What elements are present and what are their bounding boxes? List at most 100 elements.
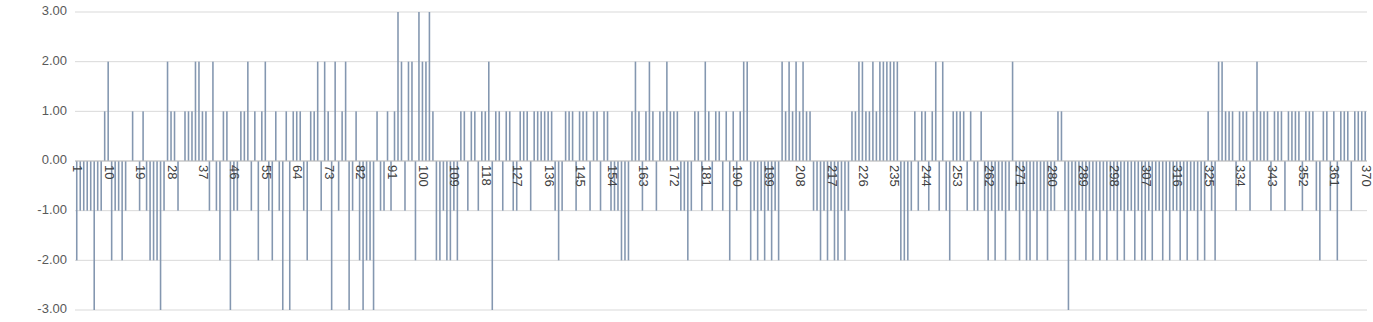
- bar: [1246, 111, 1248, 161]
- x-tick-label: 343: [1265, 165, 1280, 187]
- x-axis: [75, 161, 1367, 162]
- bar: [282, 161, 284, 310]
- x-tick-label: 271: [1013, 165, 1028, 187]
- bar: [970, 111, 972, 161]
- bar: [848, 161, 850, 211]
- bar: [1253, 111, 1255, 161]
- bar: [799, 111, 801, 161]
- bar: [485, 111, 487, 161]
- bar: [251, 161, 253, 211]
- bar: [334, 62, 336, 161]
- bar: [310, 111, 312, 161]
- bar: [380, 161, 382, 211]
- bar: [942, 62, 944, 161]
- bar: [533, 111, 535, 161]
- bar: [1361, 111, 1363, 161]
- bar: [1284, 161, 1286, 211]
- bar: [1162, 161, 1164, 260]
- bar: [292, 111, 294, 161]
- bar: [530, 161, 532, 211]
- y-tick-label: 3.00: [42, 3, 67, 18]
- bar: [505, 111, 507, 161]
- bar: [1323, 111, 1325, 161]
- bar: [275, 111, 277, 161]
- bar: [649, 62, 651, 161]
- bar: [1190, 161, 1192, 211]
- bar: [348, 161, 350, 310]
- bar: [132, 111, 134, 161]
- bar: [156, 161, 158, 260]
- bar: [495, 111, 497, 161]
- bar: [327, 111, 329, 161]
- bar: [306, 161, 308, 260]
- y-tick-label: -1.00: [37, 202, 67, 217]
- bar: [471, 111, 473, 161]
- bar: [1071, 161, 1073, 211]
- bar: [708, 111, 710, 161]
- chart: -3.00-2.00-1.000.001.002.003.00110192837…: [0, 0, 1373, 322]
- bar: [1340, 111, 1342, 161]
- bar: [509, 111, 511, 161]
- bar: [1131, 161, 1133, 211]
- bar: [865, 111, 867, 161]
- bar: [572, 111, 574, 161]
- bar: [739, 111, 741, 161]
- bar: [980, 111, 982, 161]
- bar: [464, 111, 466, 161]
- bar: [670, 111, 672, 161]
- bar: [1103, 161, 1105, 211]
- y-tick-label: 1.00: [42, 103, 67, 118]
- bar: [76, 161, 78, 260]
- bar: [624, 161, 626, 260]
- x-tick-label: 64: [290, 165, 305, 179]
- x-tick-label: 352: [1296, 165, 1311, 187]
- grid-line: [75, 61, 1367, 62]
- bars: [76, 12, 1366, 310]
- bar: [1260, 111, 1262, 161]
- bar: [439, 161, 441, 260]
- bar: [90, 161, 92, 211]
- bar: [809, 111, 811, 161]
- bar: [1267, 111, 1269, 161]
- bar: [198, 62, 200, 161]
- x-tick-label: 190: [730, 165, 745, 187]
- bar: [184, 111, 186, 161]
- bar: [1277, 111, 1279, 161]
- bar: [1263, 111, 1265, 161]
- bar: [705, 62, 707, 161]
- x-tick-label: 199: [762, 165, 777, 187]
- bar: [1012, 62, 1014, 161]
- bar: [125, 161, 127, 211]
- bar: [1242, 111, 1244, 161]
- bar: [1033, 161, 1035, 211]
- bar: [966, 161, 968, 211]
- bar: [579, 111, 581, 161]
- bar: [778, 161, 780, 260]
- x-tick-label: 181: [699, 165, 714, 187]
- x-tick-label: 217: [825, 165, 840, 187]
- bar: [93, 161, 95, 310]
- bar: [952, 111, 954, 161]
- x-tick-label: 55: [259, 165, 274, 179]
- bar: [956, 111, 958, 161]
- bar: [324, 62, 326, 161]
- bar: [1288, 111, 1290, 161]
- y-tick-label: -3.00: [37, 301, 67, 316]
- bar: [1312, 111, 1314, 161]
- bar: [170, 111, 172, 161]
- bar: [1029, 161, 1031, 260]
- grid: [75, 12, 1367, 310]
- bar: [687, 161, 689, 260]
- bar: [785, 111, 787, 161]
- bar: [635, 62, 637, 161]
- x-tick-label: 370: [1359, 165, 1373, 187]
- bar: [565, 111, 567, 161]
- bar: [963, 111, 965, 161]
- bar: [806, 111, 808, 161]
- bar: [544, 111, 546, 161]
- x-tick-label: 244: [919, 165, 934, 187]
- bar: [663, 111, 665, 161]
- bar: [313, 111, 315, 161]
- bar: [195, 62, 197, 161]
- bar: [911, 161, 913, 211]
